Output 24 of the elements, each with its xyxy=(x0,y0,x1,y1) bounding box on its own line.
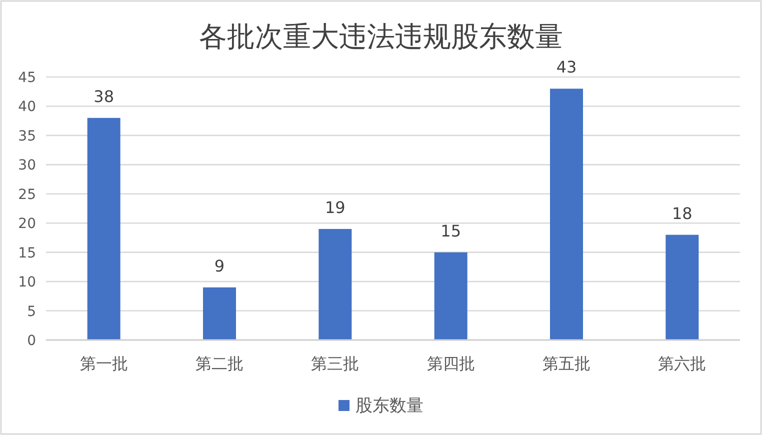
x-tick: 第二批 xyxy=(196,356,244,373)
y-tick-label: 35 xyxy=(18,128,36,144)
data-label: 18 xyxy=(672,204,692,223)
title: 各批次重大违法违规股东数量 xyxy=(199,22,563,53)
y-tick-label: 5 xyxy=(27,304,36,320)
data-label: 15 xyxy=(440,221,462,240)
y-tick-label: 25 xyxy=(18,186,36,203)
legend-label: 股东数量 xyxy=(356,396,424,415)
y-tick-label: 10 xyxy=(18,274,36,291)
y-tick-label: 20 xyxy=(18,216,36,232)
data-label: 38 xyxy=(94,86,114,106)
x-tick: 第六批 xyxy=(658,356,706,373)
y-tick-label: 45 xyxy=(18,70,36,86)
x-tick: 第五批 xyxy=(542,356,590,373)
x-tick: 第三批 xyxy=(311,356,360,373)
y-tick-label: 15 xyxy=(18,245,36,262)
y-tick-label: 0 xyxy=(27,333,36,349)
data-label: 19 xyxy=(324,198,346,217)
data-label: 43 xyxy=(556,58,577,77)
x-tick: 第一批 xyxy=(80,356,128,373)
data-label: 9 xyxy=(214,256,225,276)
x-tick: 第四批 xyxy=(426,356,475,373)
y-tick-label: 40 xyxy=(18,99,36,116)
y-tick-label: 30 xyxy=(18,158,36,174)
